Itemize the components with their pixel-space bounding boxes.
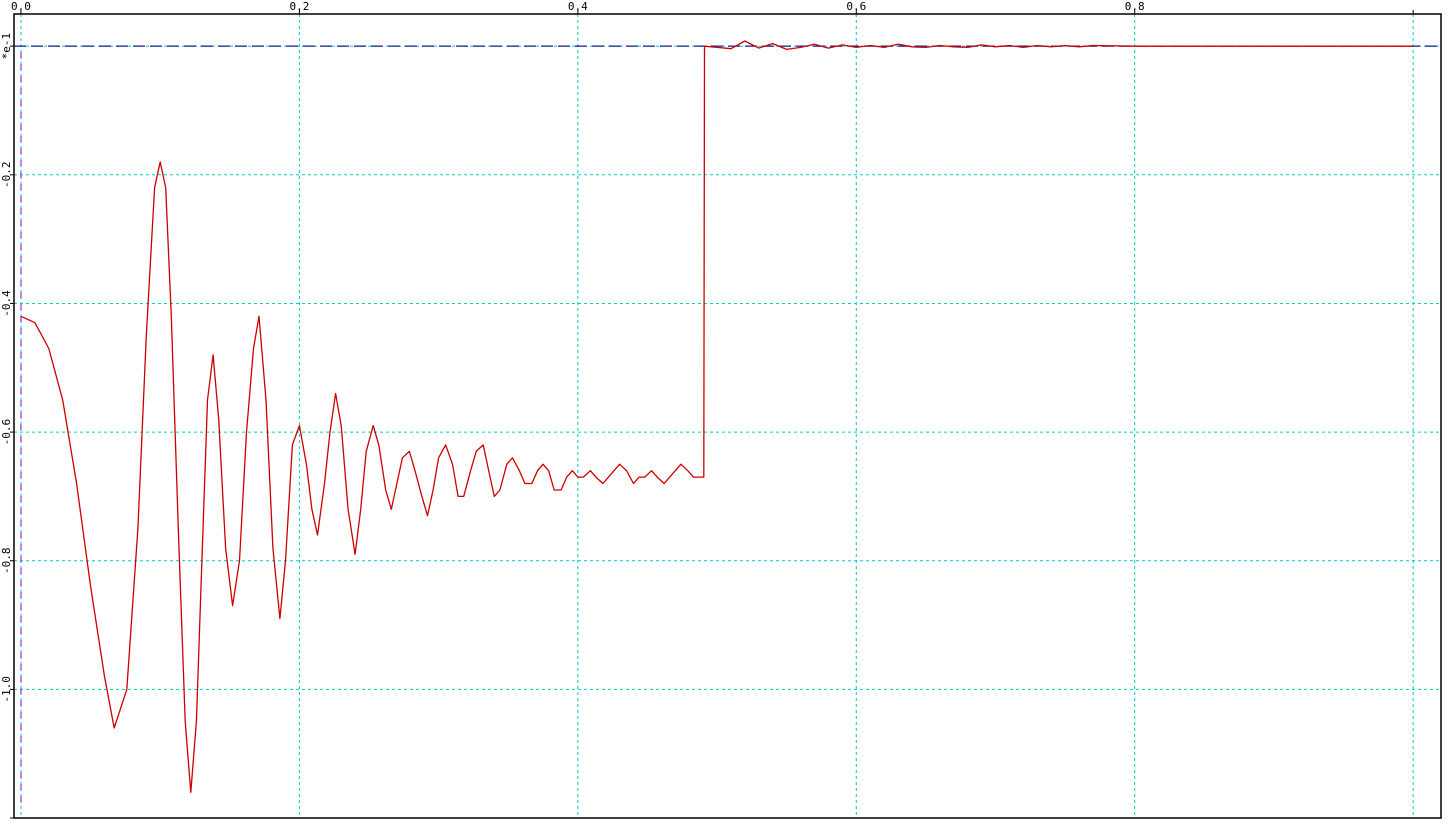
x-axis-ticks: 0.0 0.2 0.4 0.6 0.8 [11,0,1414,14]
y-tick-label: -1.0 [0,676,13,703]
x-tick-label: 0.2 [289,0,309,13]
y-tick-label: *e-1 [0,33,13,60]
x-tick-label: 0.4 [568,0,588,13]
y-tick-label: -0.6 [0,419,13,446]
plot-frame [13,13,1442,819]
series-line [20,40,1414,793]
y-tick-label: -0.2 [0,162,13,189]
y-axis-ticks: *e-1 -0.2 -0.4 -0.6 -0.8 -1.0 [0,33,14,819]
y-tick-label: -0.8 [0,547,13,574]
x-tick-label: 0.8 [1125,0,1145,13]
series-group [20,40,1414,793]
grid-lines [14,14,1441,819]
x-tick-label: 0.0 [11,0,31,13]
x-tick-label: 0.6 [846,0,866,13]
y-tick-label: -0.4 [0,290,13,317]
